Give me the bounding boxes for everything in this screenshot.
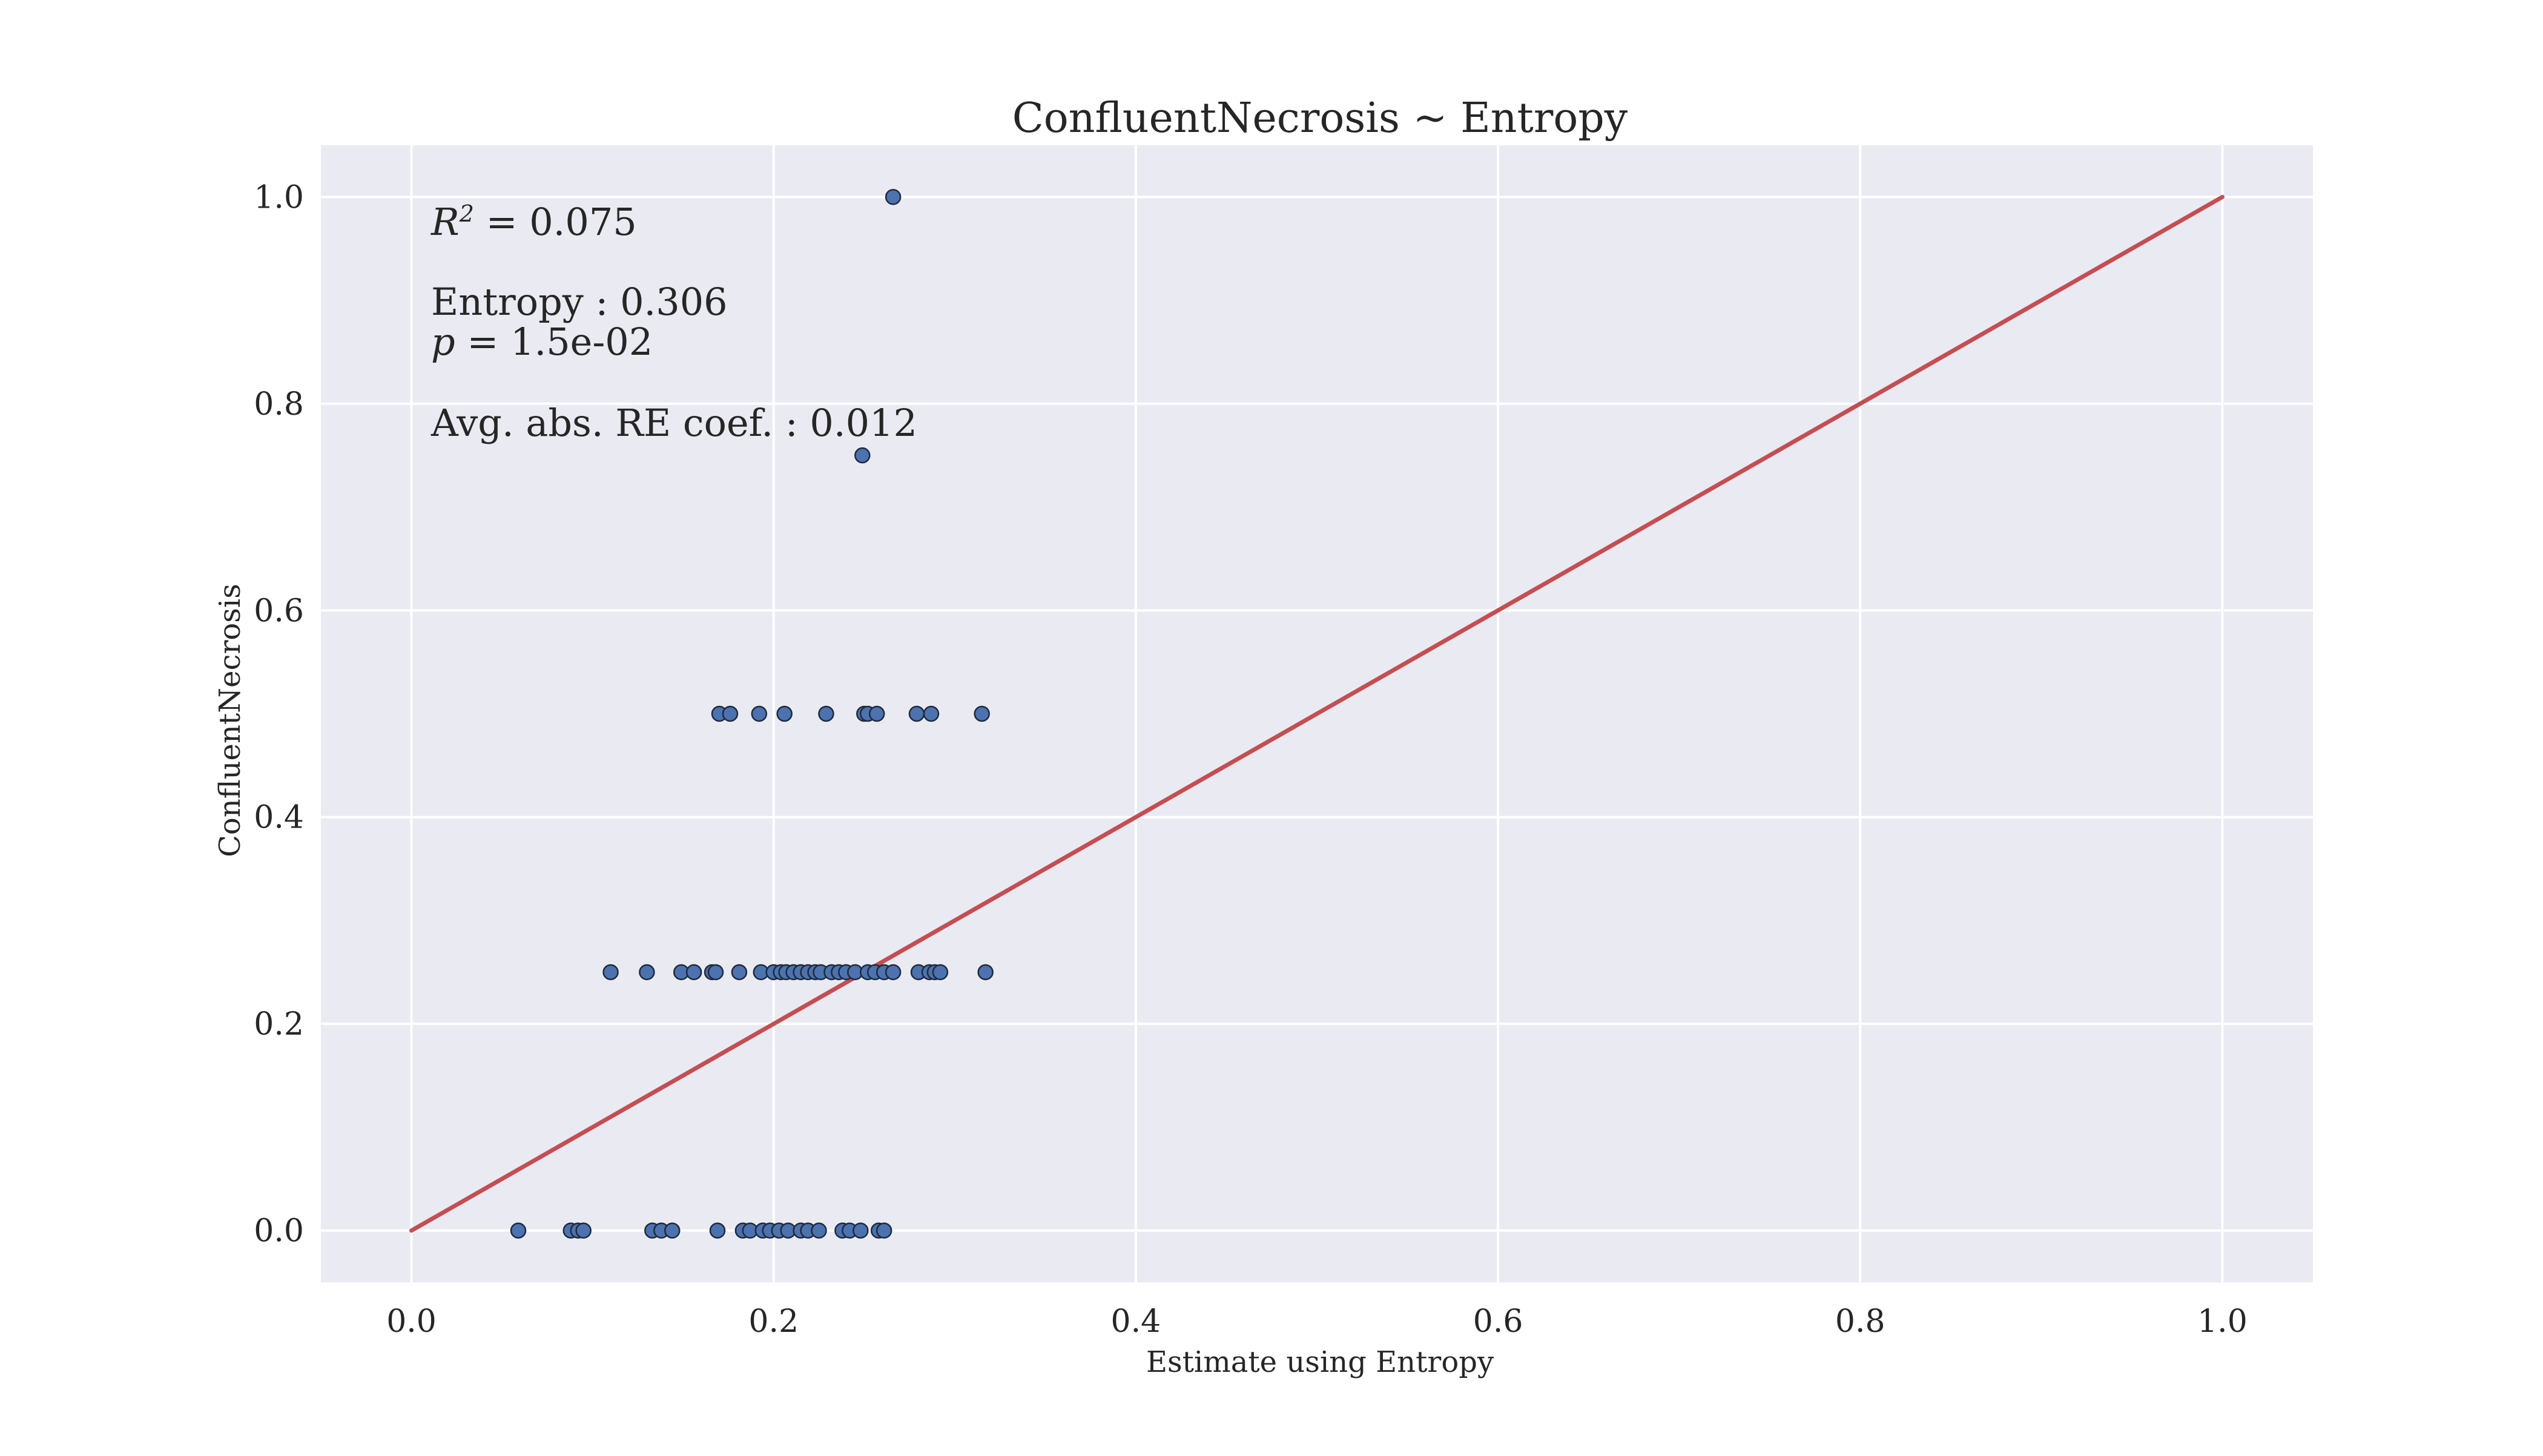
x-tick-label: 0.0 — [386, 1303, 437, 1340]
p-value-symbol: p — [431, 320, 455, 364]
scatter-point — [876, 1222, 892, 1239]
identity-line — [409, 194, 2225, 1233]
scatter-point — [751, 705, 768, 722]
scatter-point — [868, 705, 885, 722]
y-tick-label: 0.4 — [254, 800, 304, 836]
scatter-point — [932, 964, 949, 981]
coefficient-annotation: Entropy : 0.306 — [431, 280, 728, 324]
r-squared-annotation: R2 = 0.075 — [430, 200, 637, 244]
y-tick-label: 0.6 — [254, 593, 304, 629]
scatter-point — [602, 964, 619, 981]
scatter-point — [974, 705, 990, 722]
grid-lines — [321, 145, 2313, 1282]
y-tick-label: 0.8 — [254, 386, 304, 423]
scatter-point — [885, 964, 902, 981]
y-tick-label: 0.0 — [254, 1213, 304, 1250]
y-tick-label: 1.0 — [254, 179, 304, 216]
scatter-point — [722, 705, 739, 722]
scatter-point — [707, 964, 724, 981]
scatter-point — [709, 1222, 726, 1239]
x-tick-label: 0.8 — [1835, 1303, 1885, 1340]
chart-title: ConfluentNecrosis ~ Entropy — [1012, 94, 1628, 142]
p-value-value: = 1.5e-02 — [455, 320, 653, 364]
x-tick-label: 0.2 — [748, 1303, 799, 1340]
scatter-points — [510, 189, 994, 1239]
r-squared-value: = 0.075 — [474, 200, 637, 244]
scatter-point — [731, 964, 748, 981]
scatter-point — [510, 1222, 527, 1239]
scatter-point — [664, 1222, 681, 1239]
p-value-annotation: p = 1.5e-02 — [431, 320, 653, 364]
r-squared-symbol: R — [430, 200, 460, 244]
x-tick-label: 0.6 — [1473, 1303, 1523, 1340]
scatter-point — [853, 1222, 869, 1239]
r-squared-superscript: 2 — [459, 200, 474, 227]
scatter-point — [885, 189, 902, 205]
scatter-point — [685, 964, 702, 981]
x-tick-labels: 0.0 0.2 0.4 0.6 0.8 1.0 — [386, 1303, 2248, 1340]
scatter-point — [811, 1222, 827, 1239]
scatter-point — [818, 705, 834, 722]
stats-annotation: R2 = 0.075 Entropy : 0.306 p = 1.5e-02 A… — [430, 200, 917, 445]
scatter-point — [923, 705, 940, 722]
scatter-point — [639, 964, 655, 981]
y-axis-label: ConfluentNecrosis — [213, 584, 247, 857]
scatter-point — [854, 447, 871, 464]
y-tick-labels: 0.0 0.2 0.4 0.6 0.8 1.0 — [254, 179, 304, 1249]
scatter-point — [908, 705, 925, 722]
scatter-point — [575, 1222, 592, 1239]
scatter-point — [776, 705, 793, 722]
x-tick-label: 0.4 — [1111, 1303, 1161, 1340]
x-axis-label: Estimate using Entropy — [1146, 1345, 1494, 1379]
x-tick-label: 1.0 — [2197, 1303, 2248, 1340]
reference-line-layer — [409, 194, 2225, 1233]
re-coef-annotation: Avg. abs. RE coef. : 0.012 — [430, 401, 917, 445]
scatter-point — [977, 964, 994, 981]
y-tick-label: 0.2 — [254, 1006, 304, 1043]
